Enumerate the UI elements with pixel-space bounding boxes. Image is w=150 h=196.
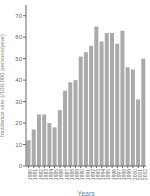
- svg-text:70: 70: [15, 13, 22, 19]
- svg-text:1987: 1987: [63, 169, 70, 181]
- svg-text:Incidence rate (/100,000 perso: Incidence rate (/100,000 persons/year): [0, 34, 5, 137]
- svg-text:1986: 1986: [58, 169, 65, 181]
- svg-text:1981: 1981: [32, 169, 39, 181]
- svg-text:1980: 1980: [27, 169, 34, 181]
- svg-text:1993: 1993: [95, 169, 101, 181]
- svg-text:1998: 1998: [121, 169, 128, 181]
- svg-text:1988: 1988: [68, 169, 75, 181]
- svg-text:1984: 1984: [48, 169, 54, 181]
- svg-text:1990: 1990: [79, 169, 86, 181]
- svg-text:60: 60: [15, 34, 22, 40]
- svg-text:50: 50: [15, 56, 22, 62]
- svg-text:1983: 1983: [42, 169, 49, 181]
- svg-text:0: 0: [19, 163, 23, 169]
- svg-text:1995: 1995: [105, 169, 112, 181]
- svg-text:Years: Years: [77, 190, 95, 196]
- svg-text:2001: 2001: [136, 169, 143, 181]
- svg-text:40: 40: [15, 77, 22, 83]
- svg-text:1989: 1989: [74, 169, 81, 181]
- svg-text:1982: 1982: [37, 169, 44, 181]
- svg-text:2000: 2000: [131, 169, 138, 181]
- svg-text:1996: 1996: [110, 169, 117, 181]
- svg-text:20: 20: [15, 120, 22, 126]
- svg-text:2002: 2002: [142, 169, 148, 180]
- svg-text:30: 30: [15, 99, 22, 105]
- svg-text:1999: 1999: [126, 169, 133, 181]
- svg-text:10: 10: [15, 142, 22, 148]
- svg-text:1997: 1997: [115, 169, 122, 181]
- svg-text:1994: 1994: [100, 169, 107, 181]
- svg-text:1985: 1985: [53, 169, 60, 181]
- svg-text:1991: 1991: [84, 169, 91, 181]
- svg-text:1992: 1992: [89, 169, 96, 181]
